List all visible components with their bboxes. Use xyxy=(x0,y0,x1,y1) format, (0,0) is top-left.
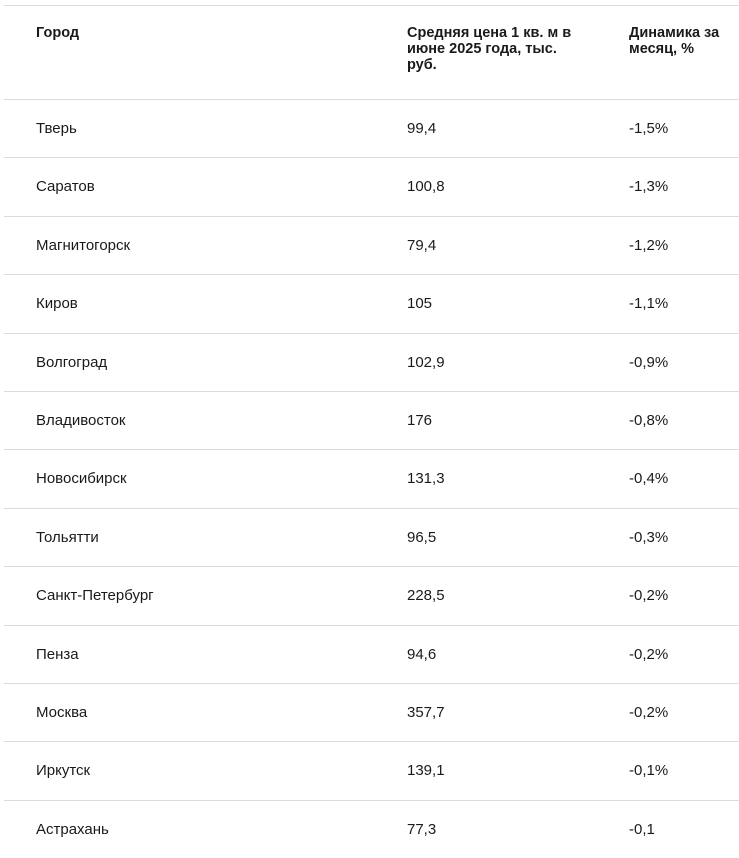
header-city: Город xyxy=(36,25,80,41)
table-row: Иркутск 139,1 -0,1% xyxy=(4,742,739,801)
cell-change: -1,3% xyxy=(629,178,669,196)
table-body: Тверь 99,4 -1,5% Саратов 100,8 -1,3% Магнитого… xyxy=(4,100,739,858)
cell-change: -0,2% xyxy=(629,703,669,721)
cell-city: Владивосток xyxy=(36,411,126,429)
table-row: Волгоград 102,9 -0,9% xyxy=(4,334,739,392)
cell-city: Магнитогорск xyxy=(36,236,131,254)
header-change: Динамика за месяц, % xyxy=(629,25,720,57)
table-row: Новосибирск 131,3 -0,4% xyxy=(4,450,739,509)
cell-city: Саратов xyxy=(36,178,95,196)
table-row: Пенза 94,6 -0,2% xyxy=(4,626,739,684)
cell-city: Киров xyxy=(36,295,78,313)
cell-change: -1,1% xyxy=(629,295,669,313)
cell-change: -0,9% xyxy=(629,353,669,371)
header-price: Средняя цена 1 кв. м в июне 2025 года, т… xyxy=(407,25,572,73)
table-header: Город Средняя цена 1 кв. м в июне 2025 г… xyxy=(4,6,739,100)
table-row: Москва 357,7 -0,2% xyxy=(4,684,739,743)
cell-city: Новосибирск xyxy=(36,470,127,488)
cell-change: -0,4% xyxy=(629,470,669,488)
cell-price: 96,5 xyxy=(407,528,437,546)
cell-change: -0,1% xyxy=(629,762,669,780)
cell-city: Тверь xyxy=(36,120,77,137)
cell-city: Санкт-Петербург xyxy=(36,587,154,605)
cell-change: -1,5% xyxy=(629,120,669,137)
cell-change: -0,2% xyxy=(629,645,669,663)
table-row: Владивосток 176 -0,8% xyxy=(4,392,739,451)
cell-city: Москва xyxy=(36,703,88,721)
cell-price: 77,3 xyxy=(407,820,437,838)
cell-change: -1,2% xyxy=(629,236,669,254)
cell-price: 228,5 xyxy=(407,587,445,605)
table-row: Санкт-Петербург 228,5 -0,2% xyxy=(4,567,739,626)
cell-price: 79,4 xyxy=(407,236,437,254)
cell-price: 100,8 xyxy=(407,178,445,196)
cell-city: Волгоград xyxy=(36,353,108,371)
cell-price: 94,6 xyxy=(407,645,437,663)
table-row: Киров 105 -1,1% xyxy=(4,275,739,334)
table-row: Тольятти 96,5 -0,3% xyxy=(4,509,739,568)
table-row: Астрахань 77,3 -0,1 xyxy=(4,801,739,858)
cell-city: Астрахань xyxy=(36,820,109,838)
table-row: Саратов 100,8 -1,3% xyxy=(4,158,739,217)
table-row: Магнитогорск 79,4 -1,2% xyxy=(4,217,739,276)
cell-price: 357,7 xyxy=(407,703,445,721)
table-row: Тверь 99,4 -1,5% xyxy=(4,100,739,159)
cell-price: 99,4 xyxy=(407,120,437,137)
cell-price: 139,1 xyxy=(407,762,445,780)
cell-price: 102,9 xyxy=(407,353,445,371)
cell-price: 131,3 xyxy=(407,470,445,488)
cell-change: -0,2% xyxy=(629,587,669,605)
cell-price: 176 xyxy=(407,411,433,429)
cell-city: Тольятти xyxy=(36,528,99,546)
cell-city: Пенза xyxy=(36,645,79,663)
cell-change: -0,8% xyxy=(629,411,669,429)
cell-price: 105 xyxy=(407,295,433,313)
price-table: Город Средняя цена 1 кв. м в июне 2025 г… xyxy=(4,5,739,858)
cell-change: -0,1 xyxy=(629,820,655,838)
cell-change: -0,3% xyxy=(629,528,669,546)
cell-city: Иркутск xyxy=(36,762,91,780)
